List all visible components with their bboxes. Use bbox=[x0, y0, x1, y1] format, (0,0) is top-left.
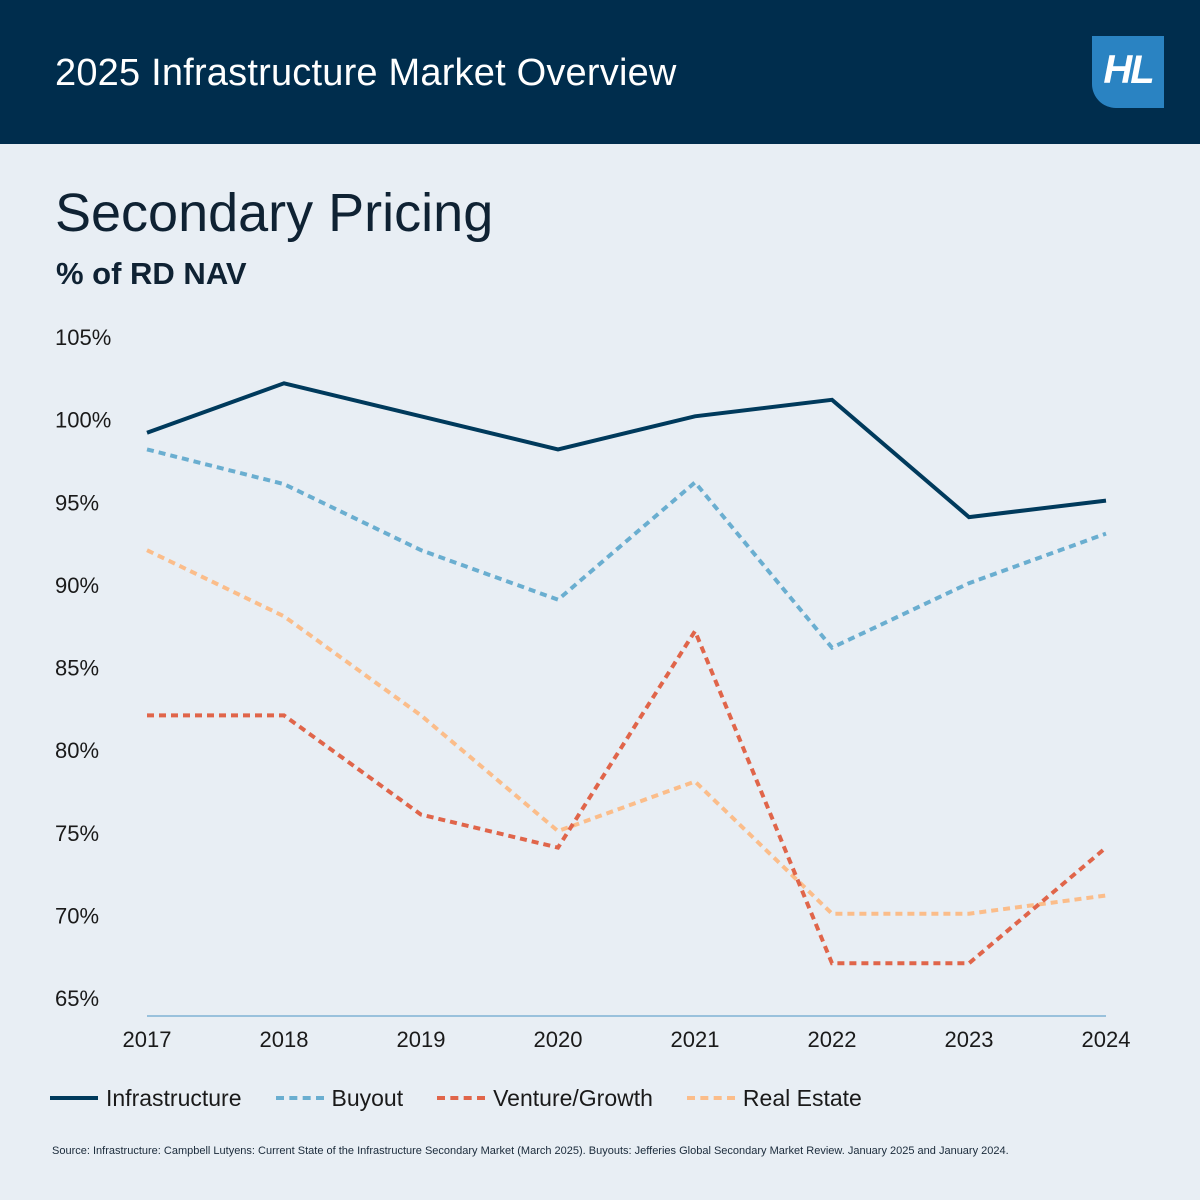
y-tick-label: 80% bbox=[55, 738, 99, 763]
legend-swatch bbox=[275, 1096, 324, 1100]
series-line-infrastructure bbox=[146, 381, 1107, 520]
legend-item: Infrastructure bbox=[50, 1085, 242, 1112]
legend-item: Real Estate bbox=[686, 1084, 862, 1112]
legend-label: Real Estate bbox=[742, 1084, 862, 1111]
series-line-venture-growth bbox=[147, 626, 1108, 966]
y-tick-label: 85% bbox=[55, 656, 99, 681]
y-tick-label: 105% bbox=[55, 325, 111, 350]
y-tick-label: 95% bbox=[55, 490, 99, 515]
source-note: Source: Infrastructure: Campbell Lutyens… bbox=[52, 1145, 1009, 1157]
x-tick-label: 2017 bbox=[123, 1027, 172, 1052]
x-tick-label: 2024 bbox=[1082, 1027, 1131, 1052]
page-title: 2025 Infrastructure Market Overview bbox=[55, 52, 677, 94]
legend-label: Venture/Growth bbox=[493, 1084, 653, 1111]
y-tick-label: 70% bbox=[55, 903, 99, 928]
x-tick-label: 2023 bbox=[945, 1027, 994, 1052]
x-tick-label: 2021 bbox=[671, 1027, 720, 1052]
chart-legend: Infrastructure Buyout Venture/Growth Real E… bbox=[50, 1083, 896, 1113]
header-bar: 2025 Infrastructure Market Overview HL bbox=[0, 0, 1200, 144]
legend-label: Infrastructure bbox=[106, 1084, 242, 1111]
legend-item: Venture/Growth bbox=[437, 1085, 653, 1112]
x-tick-label: 2020 bbox=[534, 1027, 583, 1052]
chart-title: Secondary Pricing bbox=[55, 183, 494, 243]
chart-subtitle: % of RD NAV bbox=[56, 256, 247, 291]
x-tick-label: 2018 bbox=[260, 1027, 309, 1052]
series-line-real-estate bbox=[146, 548, 1107, 916]
legend-swatch bbox=[686, 1096, 735, 1100]
legend-item: Buyout bbox=[275, 1084, 404, 1112]
hl-logo: HL bbox=[1092, 36, 1164, 108]
x-tick-label: 2022 bbox=[808, 1027, 857, 1052]
y-tick-label: 65% bbox=[55, 986, 99, 1011]
legend-swatch bbox=[437, 1096, 486, 1100]
y-tick-label: 100% bbox=[55, 408, 111, 433]
legend-label: Buyout bbox=[331, 1084, 404, 1111]
y-tick-label: 75% bbox=[55, 821, 99, 846]
hl-logo-text: HL bbox=[1103, 48, 1154, 92]
y-tick-label: 90% bbox=[55, 573, 99, 598]
x-tick-label: 2019 bbox=[397, 1027, 446, 1052]
series-line-buyout bbox=[146, 447, 1107, 651]
legend-swatch bbox=[50, 1096, 98, 1100]
